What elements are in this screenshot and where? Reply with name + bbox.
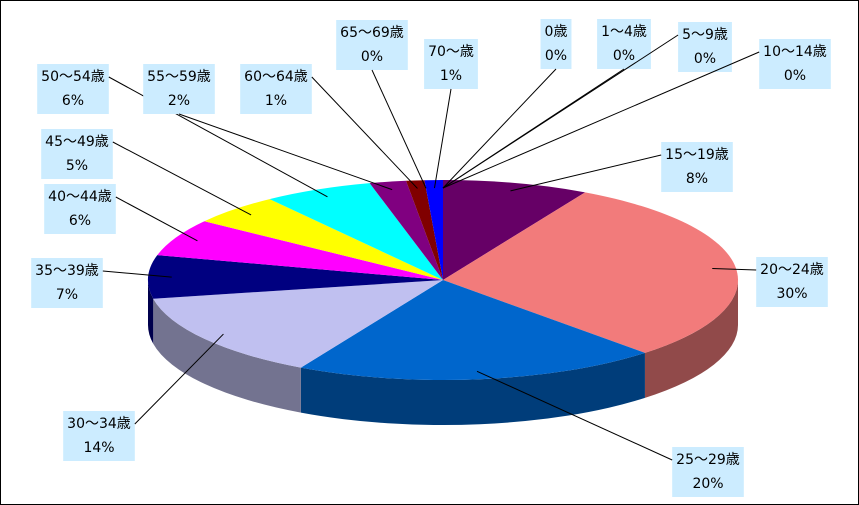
data-label: 65～69歳 0% <box>336 20 408 70</box>
slice <box>443 192 738 353</box>
slice-side <box>148 280 154 344</box>
leader-line <box>112 141 252 216</box>
labels: 0歳 0% 1～4歳 0% 5～9歳 0% 10～14歳 0% 15～19歳 8% 20～24歳 30… <box>31 19 831 497</box>
value-label: 1% <box>440 68 462 84</box>
leader-line <box>510 154 662 192</box>
value-label: 7% <box>56 287 78 303</box>
slice-side <box>300 352 645 425</box>
slice <box>406 180 443 280</box>
data-label: 45～49歳 5% <box>41 129 113 179</box>
slice <box>443 180 586 280</box>
data-label: 1～4歳 0% <box>597 19 651 69</box>
leader-line <box>712 267 757 271</box>
slice <box>424 180 443 280</box>
data-label: 55～59歳 2% <box>143 64 215 114</box>
leader-line <box>442 68 557 189</box>
leader-line <box>102 270 172 278</box>
category-label: 10～14歳 <box>763 44 827 60</box>
data-label: 70～歳 1% <box>424 39 478 89</box>
value-label: 0% <box>613 48 635 64</box>
label-box <box>540 19 572 69</box>
slice <box>148 255 443 299</box>
pie <box>148 180 738 425</box>
data-label: 50～54歳 6% <box>37 64 109 114</box>
value-label: 0% <box>784 68 806 84</box>
data-label: 60～64歳 1% <box>240 64 312 114</box>
label-box <box>672 447 744 497</box>
category-label: 5～9歳 <box>682 27 728 43</box>
label-box <box>597 19 651 69</box>
value-label: 5% <box>66 158 88 174</box>
slice-side <box>153 298 301 413</box>
slice <box>300 280 645 380</box>
data-label: 10～14歳 0% <box>759 39 831 89</box>
leader-line <box>433 88 452 189</box>
data-label: 25～29歳 20% <box>672 447 744 497</box>
leader-line <box>442 51 760 189</box>
leader-line <box>178 113 393 191</box>
label-box <box>759 39 831 89</box>
category-label: 20～24歳 <box>760 262 824 278</box>
value-label: 30% <box>776 286 807 302</box>
value-label: 0% <box>361 49 383 65</box>
value-label: 1% <box>265 93 287 109</box>
data-label: 0歳 0% <box>540 19 572 69</box>
label-box <box>63 411 135 461</box>
category-label: 70～歳 <box>428 44 474 60</box>
label-box <box>31 258 103 308</box>
label-box <box>240 64 312 114</box>
category-label: 55～59歳 <box>147 69 211 85</box>
data-label: 15～19歳 8% <box>661 142 733 192</box>
data-label: 40～44歳 6% <box>44 184 116 234</box>
data-label: 30～34歳 14% <box>63 411 135 461</box>
leader-line <box>134 333 224 425</box>
value-label: 6% <box>62 93 84 109</box>
leader-line <box>311 76 418 189</box>
category-label: 45～49歳 <box>45 134 109 150</box>
label-box <box>44 184 116 234</box>
value-label: 0% <box>694 51 716 67</box>
leader-line <box>371 69 427 189</box>
label-box <box>678 22 732 72</box>
category-label: 15～19歳 <box>665 147 729 163</box>
slice <box>204 199 443 280</box>
value-label: 8% <box>686 171 708 187</box>
slice <box>153 280 443 368</box>
slice <box>269 183 443 280</box>
value-label: 20% <box>692 476 723 492</box>
leader-line <box>476 370 673 461</box>
category-label: 65～69歳 <box>340 25 404 41</box>
data-label: 20～24歳 30% <box>756 257 828 307</box>
label-box <box>661 142 733 192</box>
leader-line <box>115 196 198 242</box>
label-box <box>41 129 113 179</box>
slice-side <box>644 280 738 398</box>
category-label: 25～29歳 <box>676 452 740 468</box>
label-box <box>336 20 408 70</box>
category-label: 1～4歳 <box>601 24 647 40</box>
value-label: 0% <box>545 48 567 64</box>
slice <box>157 221 443 280</box>
label-box <box>424 39 478 89</box>
value-label: 6% <box>69 213 91 229</box>
label-box <box>143 64 215 114</box>
category-label: 35～39歳 <box>35 263 99 279</box>
slice <box>369 180 443 280</box>
category-label: 50～54歳 <box>41 69 105 85</box>
category-label: 0歳 <box>545 24 568 40</box>
value-label: 14% <box>83 440 114 456</box>
category-label: 30～34歳 <box>67 416 131 432</box>
label-box <box>756 257 828 307</box>
label-box <box>37 64 109 114</box>
data-label: 35～39歳 7% <box>31 258 103 308</box>
leader-line <box>442 34 679 189</box>
data-label: 5～9歳 0% <box>678 22 732 72</box>
value-label: 2% <box>168 93 190 109</box>
category-label: 60～64歳 <box>244 69 308 85</box>
category-label: 40～44歳 <box>48 189 112 205</box>
